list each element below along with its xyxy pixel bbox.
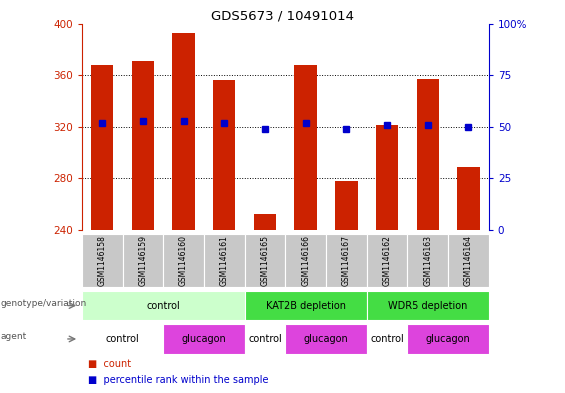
Bar: [245, 234, 285, 287]
Bar: [457, 167, 480, 230]
Text: ■  percentile rank within the sample: ■ percentile rank within the sample: [88, 375, 268, 385]
Bar: [407, 234, 448, 287]
Bar: [326, 234, 367, 287]
Bar: [367, 234, 407, 287]
Bar: [367, 291, 489, 320]
Bar: [254, 215, 276, 230]
Text: glucagon: glucagon: [181, 334, 227, 344]
Bar: [82, 324, 163, 354]
Bar: [285, 234, 326, 287]
Text: GSM1146165: GSM1146165: [260, 235, 270, 286]
Bar: [335, 181, 358, 230]
Text: GSM1146166: GSM1146166: [301, 235, 310, 286]
Text: GSM1146167: GSM1146167: [342, 235, 351, 286]
Bar: [204, 234, 245, 287]
Bar: [163, 234, 204, 287]
Text: GSM1146161: GSM1146161: [220, 235, 229, 286]
Bar: [132, 61, 154, 230]
Text: WDR5 depletion: WDR5 depletion: [388, 301, 467, 310]
Text: control: control: [248, 334, 282, 344]
Text: genotype/variation: genotype/variation: [1, 299, 87, 308]
Bar: [213, 80, 236, 230]
Text: GSM1146164: GSM1146164: [464, 235, 473, 286]
Text: GSM1146158: GSM1146158: [98, 235, 107, 286]
Bar: [163, 324, 245, 354]
Text: ■  count: ■ count: [88, 359, 131, 369]
Text: GSM1146162: GSM1146162: [383, 235, 392, 286]
Bar: [294, 65, 317, 230]
Bar: [245, 324, 285, 354]
Bar: [172, 33, 195, 230]
Text: KAT2B depletion: KAT2B depletion: [266, 301, 346, 310]
Bar: [82, 291, 245, 320]
Text: GSM1146163: GSM1146163: [423, 235, 432, 286]
Text: control: control: [370, 334, 404, 344]
Text: glucagon: glucagon: [425, 334, 471, 344]
Bar: [285, 324, 367, 354]
Bar: [407, 324, 489, 354]
Bar: [123, 234, 163, 287]
Bar: [448, 234, 489, 287]
Text: control: control: [106, 334, 140, 344]
Text: control: control: [146, 301, 180, 310]
Bar: [367, 324, 407, 354]
Bar: [245, 291, 367, 320]
Text: GDS5673 / 10491014: GDS5673 / 10491014: [211, 10, 354, 23]
Text: glucagon: glucagon: [303, 334, 349, 344]
Text: agent: agent: [1, 332, 27, 342]
Bar: [416, 79, 439, 230]
Bar: [82, 234, 123, 287]
Text: GSM1146159: GSM1146159: [138, 235, 147, 286]
Bar: [91, 65, 114, 230]
Text: GSM1146160: GSM1146160: [179, 235, 188, 286]
Bar: [376, 125, 398, 230]
